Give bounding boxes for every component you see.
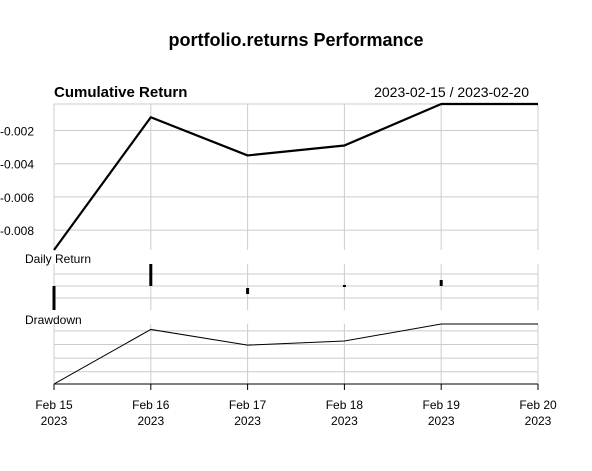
drawdown-panel-title: Drawdown [25, 313, 82, 327]
x-tick-year: 2023 [234, 414, 261, 428]
x-tick-label: Feb 19 [423, 398, 461, 412]
x-tick-year: 2023 [331, 414, 358, 428]
cumulative-y-tick-label: -0.008 [0, 224, 34, 238]
cumulative-y-axis: -0.002 -0.004 -0.006 -0.008 [0, 125, 34, 239]
daily-return-bar [439, 280, 443, 286]
x-tick-year: 2023 [428, 414, 455, 428]
x-tick-year: 2023 [41, 414, 68, 428]
x-tick-label: Feb 20 [519, 398, 557, 412]
cumulative-panel-title: Cumulative Return [54, 84, 187, 101]
x-tick-year: 2023 [137, 414, 164, 428]
daily-return-bar [246, 288, 250, 294]
x-tick-label: Feb 15 [35, 398, 73, 412]
cumulative-grid [53, 103, 539, 250]
x-axis: Feb 15 2023 Feb 16 2023 Feb 17 2023 Feb 18 2023… [35, 383, 557, 428]
daily-bars [52, 264, 443, 310]
cumulative-y-tick-label: -0.004 [0, 158, 34, 172]
cumulative-y-tick-label: -0.006 [0, 191, 34, 205]
cumulative-y-tick-label: -0.002 [0, 125, 34, 139]
cumulative-series [53, 102, 539, 251]
drawdown-line [53, 323, 538, 385]
chart-title: portfolio.returns Performance [168, 30, 423, 50]
x-tick-label: Feb 18 [326, 398, 364, 412]
x-tick-year: 2023 [525, 414, 552, 428]
daily-return-bar [52, 286, 56, 310]
daily-return-bar [149, 264, 153, 286]
daily-grid [53, 264, 539, 310]
daily-panel-title: Daily Return [25, 252, 91, 266]
drawdown-grid [53, 324, 539, 384]
drawdown-series [53, 323, 538, 385]
x-tick-label: Feb 17 [229, 398, 267, 412]
date-range-label: 2023-02-15 / 2023-02-20 [374, 84, 529, 100]
x-tick-label: Feb 16 [132, 398, 170, 412]
daily-return-bar [342, 285, 346, 287]
cumulative-return-line [53, 102, 538, 251]
